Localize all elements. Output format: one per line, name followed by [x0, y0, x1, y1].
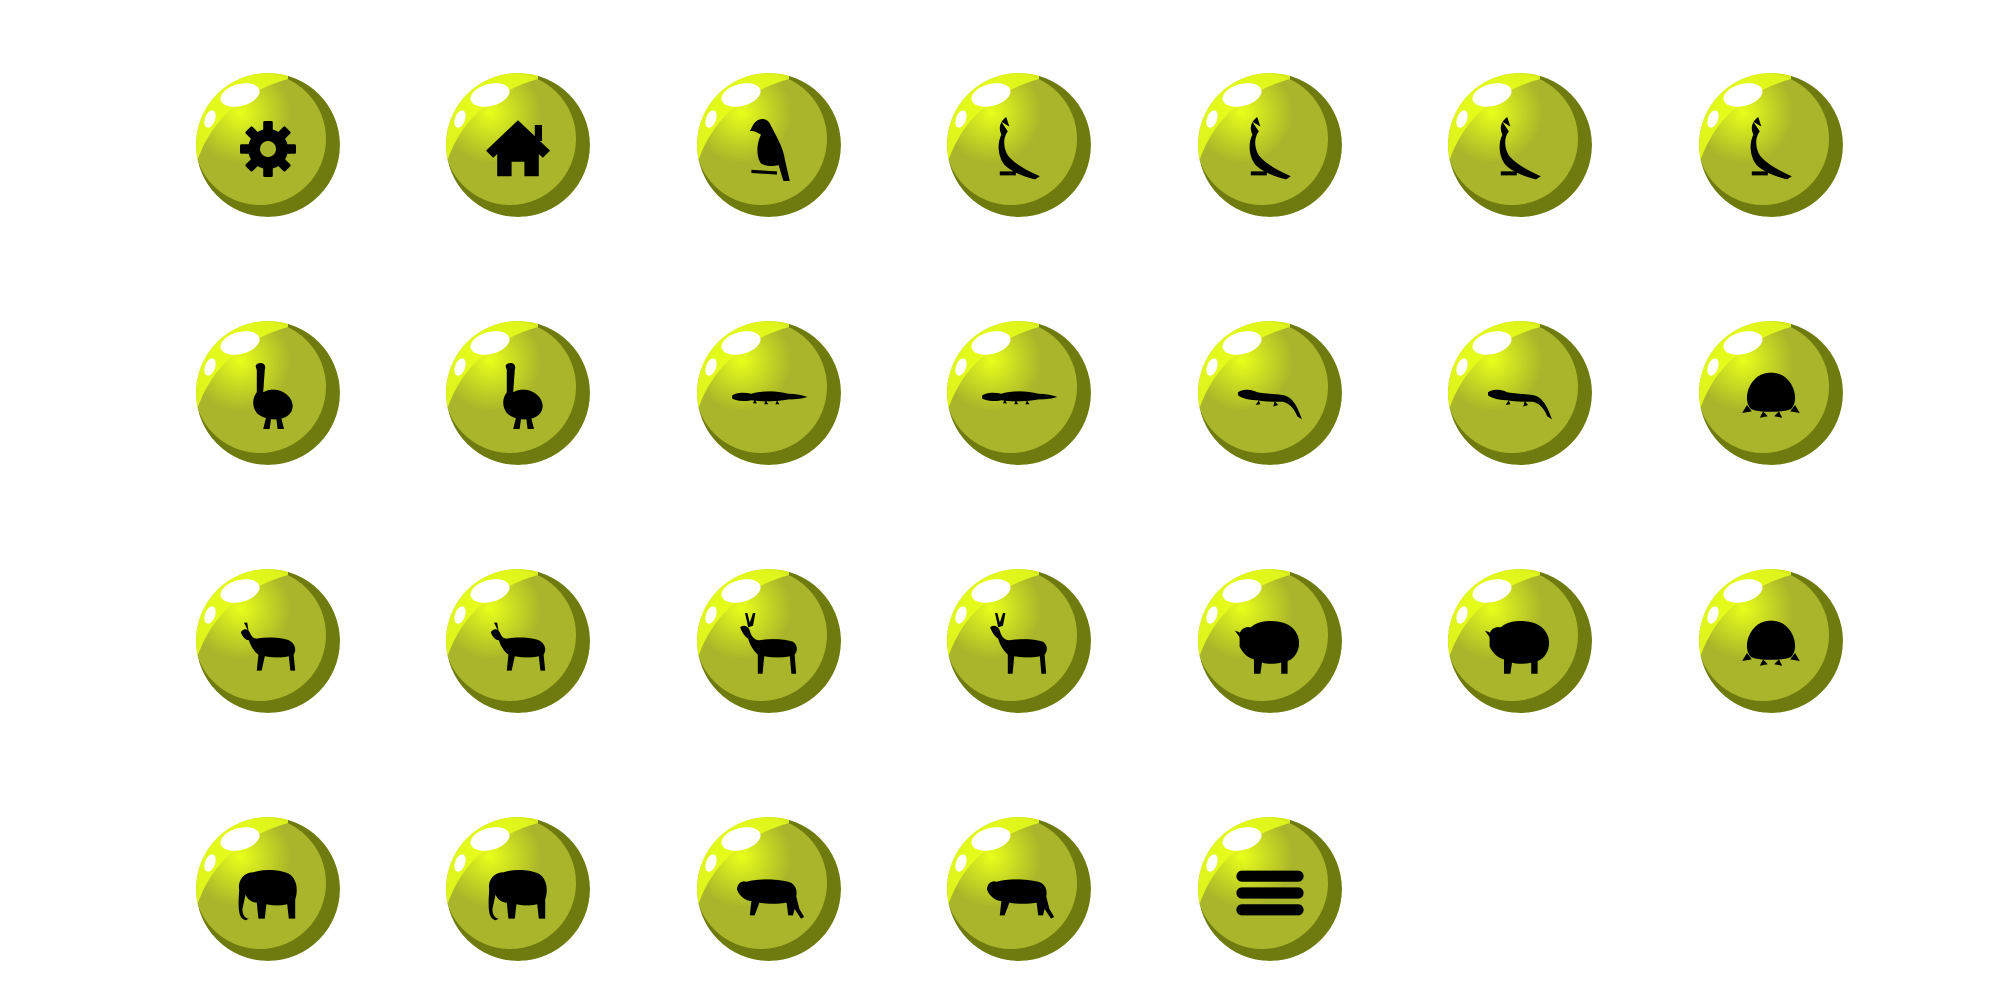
tiger-icon	[987, 879, 1055, 919]
ball-graphic	[697, 817, 841, 961]
cassowary-icon	[503, 362, 543, 429]
ball-graphic	[1699, 73, 1843, 217]
menu-icon	[1236, 870, 1304, 916]
tiger-icon	[737, 879, 805, 919]
ball-graphic	[1448, 321, 1592, 465]
cockatoo-button[interactable]	[1447, 72, 1593, 218]
cockatoo-button[interactable]	[946, 72, 1092, 218]
ball-graphic	[697, 321, 841, 465]
ball-graphic	[947, 321, 1091, 465]
ball-graphic	[697, 569, 841, 713]
antelope-icon	[490, 622, 546, 671]
crocodile-icon	[982, 391, 1058, 405]
cassowary-button[interactable]	[195, 320, 341, 466]
cassowary-icon	[253, 362, 293, 429]
cockatoo-icon	[998, 117, 1040, 180]
tiger-button[interactable]	[696, 816, 842, 962]
cockatoo-button[interactable]	[1197, 72, 1343, 218]
ball-graphic	[1448, 73, 1592, 217]
ball-graphic	[196, 321, 340, 465]
turtle-icon	[1742, 372, 1800, 418]
ball-graphic	[446, 817, 590, 961]
deer-button[interactable]	[946, 568, 1092, 714]
monitor-lizard-button[interactable]	[1447, 320, 1593, 466]
cockatoo-icon	[1499, 117, 1541, 180]
ball-graphic	[1198, 73, 1342, 217]
elephant-icon	[238, 869, 297, 921]
cassowary-button[interactable]	[445, 320, 591, 466]
monitor-lizard-icon	[1488, 389, 1552, 420]
turtle-button[interactable]	[1698, 568, 1844, 714]
ball-graphic	[196, 73, 340, 217]
cockatoo-button[interactable]	[1698, 72, 1844, 218]
elephant-button[interactable]	[445, 816, 591, 962]
deer-icon	[740, 613, 797, 674]
turtle-icon	[1742, 620, 1800, 666]
ball-graphic	[446, 73, 590, 217]
cockatoo-icon	[1750, 117, 1792, 180]
cockatoo-icon	[1249, 117, 1291, 180]
deer-button[interactable]	[696, 568, 842, 714]
elephant-button[interactable]	[195, 816, 341, 962]
eagle-button[interactable]	[696, 72, 842, 218]
antelope-button[interactable]	[445, 568, 591, 714]
ball-graphic	[1198, 321, 1342, 465]
home-icon	[486, 120, 550, 177]
ball-graphic	[1448, 569, 1592, 713]
menu-button[interactable]	[1197, 816, 1343, 962]
ball-graphic	[947, 569, 1091, 713]
ball-graphic	[947, 73, 1091, 217]
bison-button[interactable]	[1197, 568, 1343, 714]
antelope-button[interactable]	[195, 568, 341, 714]
tiger-button[interactable]	[946, 816, 1092, 962]
ball-graphic	[446, 321, 590, 465]
ball-graphic	[947, 817, 1091, 961]
ball-graphic	[1198, 817, 1342, 961]
bison-button[interactable]	[1447, 568, 1593, 714]
eagle-icon	[749, 119, 790, 181]
deer-icon	[990, 613, 1047, 674]
ball-graphic	[1699, 321, 1843, 465]
ball-graphic	[196, 569, 340, 713]
ball-graphic	[1198, 569, 1342, 713]
ball-graphic	[196, 817, 340, 961]
ball-graphic	[697, 73, 841, 217]
gear-button[interactable]	[195, 72, 341, 218]
crocodile-icon	[732, 391, 808, 405]
home-button[interactable]	[445, 72, 591, 218]
crocodile-button[interactable]	[946, 320, 1092, 466]
ball-graphic	[1699, 569, 1843, 713]
turtle-button[interactable]	[1698, 320, 1844, 466]
elephant-icon	[488, 869, 547, 921]
gear-icon	[239, 121, 297, 177]
crocodile-button[interactable]	[696, 320, 842, 466]
monitor-lizard-button[interactable]	[1197, 320, 1343, 466]
monitor-lizard-icon	[1238, 389, 1302, 420]
ball-graphic	[446, 569, 590, 713]
